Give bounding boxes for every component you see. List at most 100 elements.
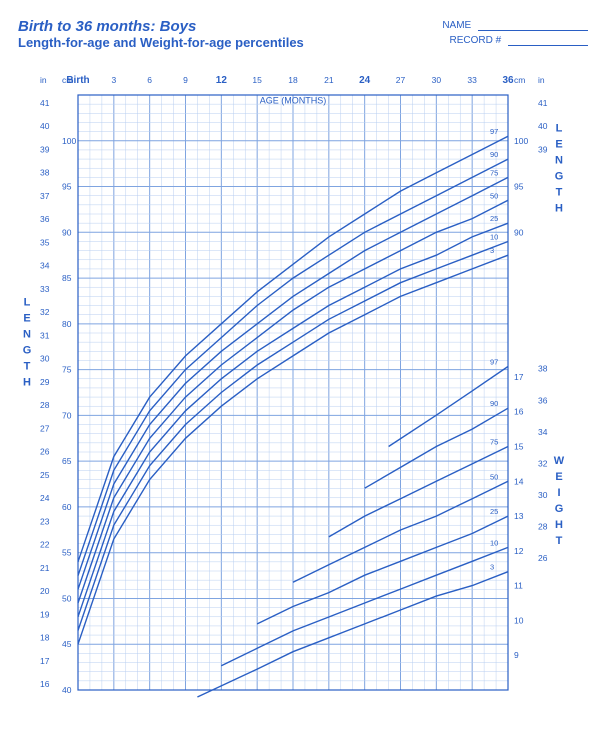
svg-text:28: 28 [538,521,548,531]
svg-text:95: 95 [514,182,524,192]
svg-text:21: 21 [324,75,334,85]
svg-text:28: 28 [40,400,50,410]
svg-text:T: T [24,361,37,373]
svg-text:18: 18 [288,75,298,85]
svg-text:36: 36 [40,214,50,224]
svg-text:24: 24 [40,493,50,503]
svg-text:18: 18 [40,633,50,643]
svg-text:20: 20 [40,586,50,596]
svg-text:19: 19 [40,609,50,619]
svg-text:N: N [555,155,569,167]
svg-text:75: 75 [490,438,498,447]
svg-text:34: 34 [40,261,50,271]
record-field: RECORD # [442,35,588,46]
svg-text:25: 25 [40,470,50,480]
svg-text:26: 26 [538,553,548,563]
svg-text:65: 65 [62,456,72,466]
name-underline[interactable] [478,22,588,31]
svg-text:26: 26 [40,447,50,457]
svg-text:3: 3 [111,75,116,85]
svg-text:32: 32 [538,458,548,468]
svg-text:17: 17 [514,372,524,382]
svg-text:36: 36 [538,395,548,405]
svg-text:25: 25 [490,507,498,516]
svg-text:39: 39 [538,144,548,154]
svg-text:H: H [555,519,569,531]
svg-text:80: 80 [62,319,72,329]
svg-text:14: 14 [514,476,524,486]
svg-text:30: 30 [538,490,548,500]
svg-text:9: 9 [514,650,519,660]
svg-text:G: G [23,345,38,357]
svg-text:50: 50 [490,472,498,481]
svg-text:35: 35 [40,237,50,247]
svg-text:95: 95 [62,182,72,192]
svg-text:23: 23 [40,516,50,526]
svg-text:16: 16 [514,407,524,417]
svg-text:60: 60 [62,502,72,512]
svg-text:H: H [23,377,37,389]
svg-text:E: E [555,471,568,483]
svg-text:38: 38 [538,364,548,374]
title-line2: Length-for-age and Weight-for-age percen… [18,35,304,50]
header: Birth to 36 months: Boys Length-for-age … [18,18,588,50]
svg-text:33: 33 [467,75,477,85]
svg-text:L: L [556,123,569,135]
title-block: Birth to 36 months: Boys Length-for-age … [18,18,304,50]
svg-text:10: 10 [490,232,498,241]
svg-text:36: 36 [502,75,514,86]
fields-block: NAME RECORD # [442,20,588,50]
svg-text:E: E [23,313,36,325]
title-line1: Birth to 36 months: Boys [18,18,304,35]
svg-text:I: I [557,487,566,499]
svg-text:27: 27 [396,75,406,85]
svg-text:90: 90 [514,227,524,237]
svg-text:75: 75 [490,168,498,177]
svg-text:90: 90 [490,399,498,408]
svg-text:97: 97 [490,127,498,136]
svg-text:in: in [40,75,47,85]
svg-text:16: 16 [40,679,50,689]
name-field: NAME [442,20,588,31]
svg-text:24: 24 [359,75,371,86]
svg-text:45: 45 [62,639,72,649]
svg-text:10: 10 [514,615,524,625]
svg-text:41: 41 [538,98,548,108]
svg-text:55: 55 [62,548,72,558]
svg-text:39: 39 [40,144,50,154]
svg-text:40: 40 [62,685,72,695]
growth-chart: 369121518212427303336BirthAGE (MONTHS)in… [18,60,578,700]
svg-text:9: 9 [183,75,188,85]
svg-text:N: N [23,329,37,341]
svg-text:50: 50 [490,191,498,200]
svg-text:34: 34 [538,427,548,437]
record-label: RECORD # [450,35,502,46]
chart-svg: 369121518212427303336BirthAGE (MONTHS)in… [18,60,578,700]
svg-text:E: E [555,139,568,151]
svg-text:90: 90 [490,150,498,159]
svg-text:17: 17 [40,656,50,666]
svg-text:37: 37 [40,191,50,201]
svg-text:27: 27 [40,423,50,433]
svg-text:90: 90 [62,227,72,237]
svg-text:L: L [24,297,37,309]
svg-text:38: 38 [40,168,50,178]
svg-text:100: 100 [62,136,76,146]
svg-text:100: 100 [514,136,528,146]
name-label: NAME [442,20,471,31]
svg-text:41: 41 [40,98,50,108]
svg-text:12: 12 [216,75,228,86]
svg-text:40: 40 [538,121,548,131]
svg-text:W: W [554,455,570,467]
svg-text:T: T [556,535,569,547]
svg-text:11: 11 [514,581,523,591]
svg-text:AGE (MONTHS): AGE (MONTHS) [260,95,327,105]
svg-text:15: 15 [514,442,524,452]
svg-text:cm: cm [62,75,73,85]
record-underline[interactable] [508,37,588,46]
svg-text:cm: cm [514,75,525,85]
svg-text:13: 13 [514,511,524,521]
svg-text:10: 10 [490,538,498,547]
svg-text:T: T [556,187,569,199]
svg-text:25: 25 [490,214,498,223]
